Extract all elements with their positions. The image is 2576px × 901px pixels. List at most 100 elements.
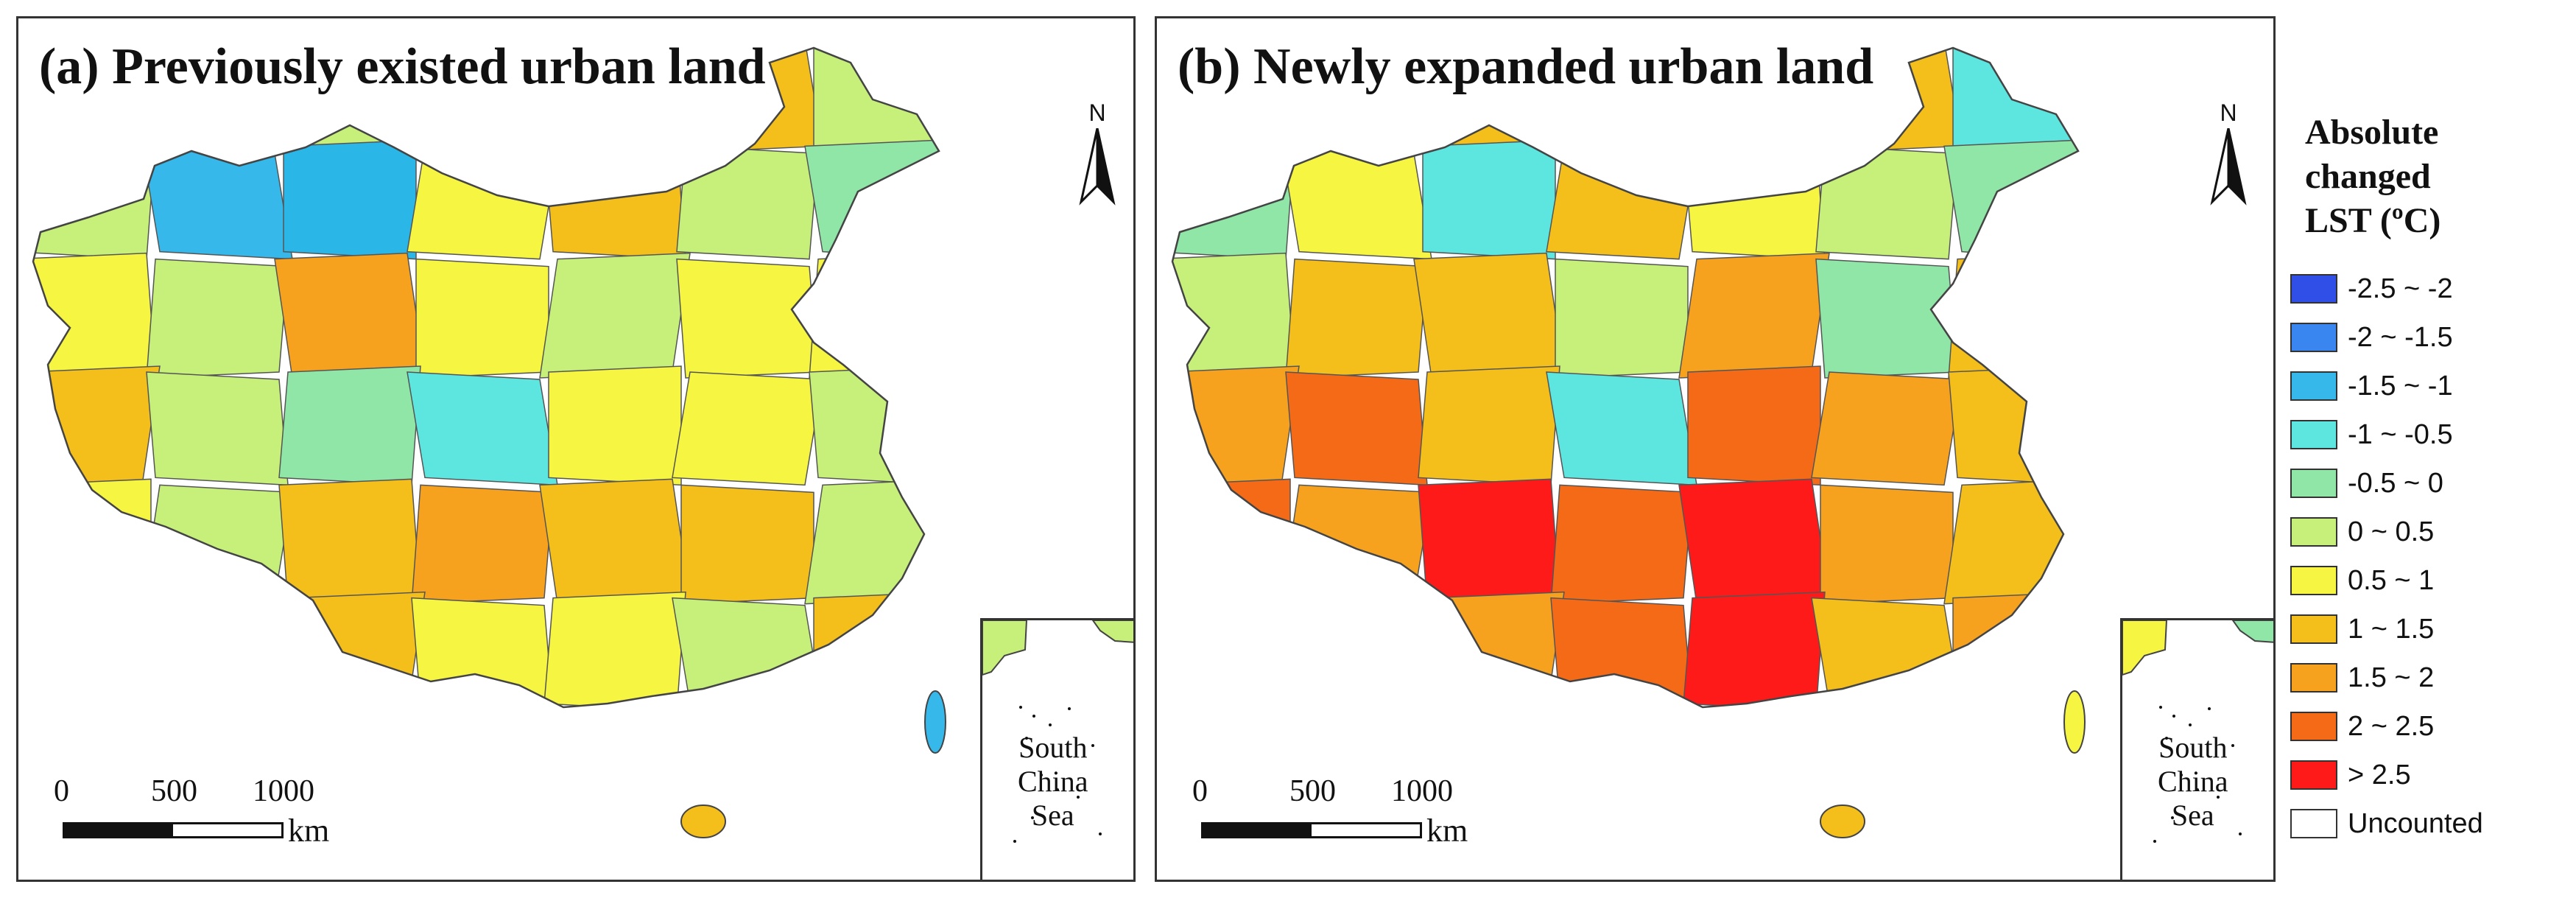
legend-label: -0.5 ~ 0: [2348, 467, 2443, 499]
south-china-sea-inset-b: South China Sea: [2120, 618, 2273, 880]
legend-swatch: [2290, 274, 2337, 304]
north-arrow-b: N: [2203, 99, 2254, 209]
map-region: [1555, 258, 1689, 379]
map-region: [1683, 139, 1826, 260]
map-region: [809, 252, 939, 379]
scale-bar-b: 0 500 1000 km: [1186, 774, 1468, 862]
inset-label-b: South China Sea: [2158, 731, 2228, 832]
inset-label: South China Sea: [1018, 731, 1088, 832]
legend-label: -2 ~ -1.5: [2348, 321, 2453, 353]
map-region: [1418, 365, 1560, 486]
legend-swatch: [2290, 760, 2337, 790]
legend-label: Uncounted: [2348, 807, 2483, 839]
map-region: [680, 484, 814, 605]
legend-item: 1 ~ 1.5: [2290, 607, 2570, 651]
map-region: [1285, 371, 1428, 486]
taiwan-island: [924, 690, 946, 754]
legend-item: -0.5 ~ 0: [2290, 461, 2570, 505]
map-region: [672, 371, 823, 486]
legend-item: 0 ~ 0.5: [2290, 510, 2570, 554]
north-label-b: N: [2220, 99, 2237, 126]
map-region: [548, 365, 682, 486]
map-panel-a: (a) Previously existed urban land N 0 50…: [16, 16, 1136, 882]
legend-label: 1.5 ~ 2: [2348, 662, 2435, 693]
legend-swatch: [2290, 566, 2337, 595]
scale-bar-graphic: [63, 822, 284, 838]
map-region: [1943, 478, 2078, 605]
map-region: [1422, 139, 1556, 260]
scale-tick-1000: 1000: [253, 774, 314, 808]
map-region: [33, 252, 156, 379]
map-region: [1285, 258, 1428, 379]
legend-label: -2.5 ~ -2: [2348, 273, 2453, 304]
scale-tick-500: 500: [151, 774, 197, 808]
map-region: [1281, 484, 1432, 605]
map-region: [1687, 365, 1821, 486]
legend-label: > 2.5: [2348, 759, 2411, 790]
legend-label: 2 ~ 2.5: [2348, 710, 2435, 742]
map-region: [33, 478, 152, 605]
scale-bar-graphic: [1201, 822, 1422, 838]
map-region: [1413, 252, 1565, 379]
legend-item: 2 ~ 2.5: [2290, 704, 2570, 749]
legend-label: 0 ~ 0.5: [2348, 516, 2435, 547]
map-region: [33, 365, 161, 486]
legend-title: Absolute changed LST (ºC): [2305, 113, 2441, 240]
map-region: [146, 371, 289, 486]
map-region: [1550, 484, 1693, 605]
legend-item: 1.5 ~ 2: [2290, 656, 2570, 700]
scale-tick-500: 500: [1289, 774, 1336, 808]
legend-swatch: [2290, 663, 2337, 693]
map-region: [1683, 591, 1826, 707]
map-region: [1172, 591, 1300, 707]
legend-swatch: [2290, 469, 2337, 498]
map-region: [1550, 597, 1693, 707]
panel-title-a: (a) Previously existed urban land: [39, 38, 766, 95]
map-region: [1172, 478, 1291, 605]
map-region: [33, 591, 161, 707]
legend-item: > 2.5: [2290, 753, 2570, 797]
country-border: [1171, 46, 2080, 709]
legend: Absolute changed LST (ºC) -2.5 ~ -2 -2 ~ …: [2290, 111, 2570, 850]
map-region: [1546, 371, 1697, 486]
map-region: [1948, 252, 2078, 379]
map-region: [539, 252, 691, 379]
map-region: [1413, 591, 1565, 707]
map-region: [1678, 478, 1830, 605]
map-region: [1952, 591, 2078, 707]
legend-swatch: [2290, 517, 2337, 547]
map-region: [543, 591, 686, 707]
map-region: [283, 139, 417, 260]
map-region: [141, 145, 293, 260]
choropleth-map-b: [1171, 46, 2086, 838]
legend-item: -2 ~ -1.5: [2290, 315, 2570, 360]
map-region: [141, 484, 293, 605]
scale-tick-1000: 1000: [1391, 774, 1453, 808]
legend-swatch: [2290, 420, 2337, 449]
map-region: [1811, 371, 1963, 486]
north-label: N: [1088, 99, 1106, 126]
map-region: [407, 371, 558, 486]
map-region: [676, 145, 819, 260]
map-region: [1952, 48, 2078, 153]
map-region: [1172, 365, 1300, 486]
map-region: [411, 597, 554, 707]
legend-item: -1 ~ -0.5: [2290, 413, 2570, 457]
legend-swatch: [2290, 614, 2337, 644]
legend-label: -1 ~ -0.5: [2348, 418, 2453, 450]
map-region: [809, 365, 939, 486]
map-region: [1811, 597, 1963, 707]
map-region: [415, 258, 549, 379]
country-border: [32, 46, 940, 709]
legend-label: 1 ~ 1.5: [2348, 613, 2435, 645]
map-region: [1678, 252, 1830, 379]
scale-unit: km: [1426, 813, 1468, 849]
north-arrow-icon: [1079, 128, 1116, 206]
hainan-island: [680, 804, 726, 838]
legend-item: 0.5 ~ 1: [2290, 558, 2570, 603]
map-region: [804, 478, 939, 605]
map-region: [278, 365, 421, 486]
legend-swatch: [2290, 323, 2337, 352]
legend-swatch: [2290, 371, 2337, 401]
map-region: [1289, 597, 1424, 707]
